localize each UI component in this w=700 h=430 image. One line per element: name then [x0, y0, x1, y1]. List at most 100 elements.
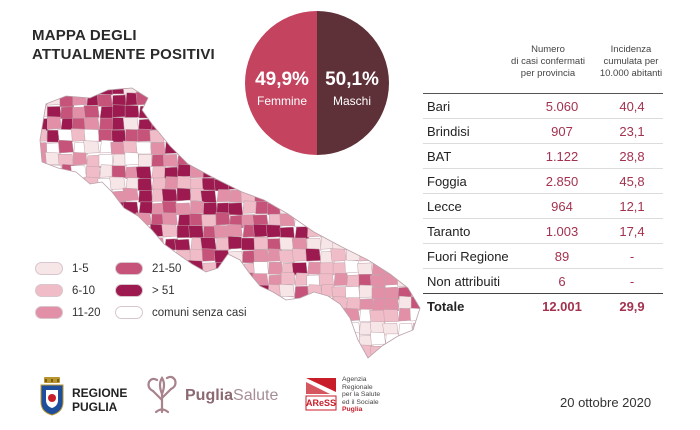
municipality-area: [189, 332, 205, 346]
municipality-area: [410, 200, 420, 214]
municipality-area: [281, 344, 296, 358]
municipality-area: [161, 200, 178, 214]
municipality-area: [163, 154, 179, 167]
municipality-area: [40, 88, 49, 95]
municipality-area: [357, 212, 373, 226]
municipality-area: [161, 223, 178, 238]
municipality-area: [112, 104, 127, 118]
municipality-area: [216, 128, 231, 142]
municipality-area: [40, 128, 48, 142]
municipality-area: [73, 320, 88, 334]
municipality-area: [293, 345, 309, 358]
municipality-area: [164, 88, 179, 94]
municipality-area: [343, 201, 360, 214]
municipality-area: [60, 177, 75, 191]
municipality-area: [84, 333, 100, 347]
table-row: Lecce 964 12,1: [423, 193, 663, 219]
municipality-area: [72, 226, 88, 240]
municipality-area: [161, 188, 178, 202]
municipality-area: [343, 214, 360, 227]
municipality-area: [294, 286, 309, 299]
municipality-area: [319, 190, 335, 204]
male-block: 50,1% Maschi: [317, 69, 387, 108]
municipality-area: [175, 115, 191, 130]
municipality-area: [57, 139, 74, 154]
municipality-area: [213, 88, 230, 96]
municipality-area: [278, 250, 295, 263]
municipality-area: [317, 154, 334, 168]
municipality-area: [384, 190, 400, 204]
municipality-area: [369, 356, 386, 358]
municipality-area: [411, 214, 420, 228]
municipality-area: [384, 236, 400, 250]
municipality-area: [333, 334, 348, 348]
municipality-area: [307, 201, 322, 215]
aress-line: ed il Sociale: [342, 398, 379, 406]
incidence-value: 40,4: [601, 93, 663, 119]
municipality-area: [398, 248, 413, 262]
municipality-area: [122, 117, 139, 131]
municipality-area: [40, 190, 48, 204]
municipality-area: [330, 214, 347, 228]
municipality-area: [320, 224, 335, 238]
municipality-area: [40, 322, 49, 336]
cases-value: 2.850: [523, 168, 601, 194]
municipality-area: [216, 189, 231, 202]
province-name: Foggia: [423, 168, 523, 194]
municipality-area: [177, 346, 192, 358]
municipality-area: [385, 214, 400, 227]
municipality-area: [110, 225, 126, 239]
municipality-area: [304, 154, 321, 168]
municipality-area: [359, 284, 374, 298]
regione-puglia-logo: REGIONE PUGLIA: [38, 376, 127, 421]
municipality-area: [395, 261, 412, 275]
municipality-area: [253, 261, 269, 275]
municipality-area: [125, 332, 140, 346]
municipality-area: [372, 164, 387, 178]
municipality-area: [396, 356, 412, 358]
total-incidence: 29,9: [601, 293, 663, 319]
municipality-area: [109, 212, 126, 226]
municipality-area: [40, 237, 49, 251]
municipality-area: [138, 154, 153, 167]
municipality-area: [242, 164, 257, 178]
municipality-area: [72, 92, 88, 106]
municipality-area: [382, 166, 399, 180]
municipality-area: [279, 213, 295, 227]
municipality-area: [163, 334, 179, 349]
municipality-area: [99, 106, 114, 119]
municipality-area: [320, 346, 335, 358]
municipality-area: [72, 214, 88, 229]
municipality-area: [46, 321, 62, 335]
municipality-area: [177, 88, 192, 95]
municipality-area: [33, 359, 48, 368]
puglia-salute-text: PugliaSalute: [185, 387, 278, 405]
municipality-area: [267, 164, 283, 178]
municipality-area: [84, 235, 100, 250]
municipality-area: [279, 359, 294, 369]
municipality-area: [267, 296, 283, 310]
municipality-area: [253, 236, 269, 250]
municipality-area: [319, 164, 335, 178]
municipality-area: [291, 237, 308, 251]
municipality-area: [72, 152, 88, 166]
municipality-area: [138, 201, 153, 215]
municipality-area: [398, 118, 413, 132]
municipality-area: [59, 332, 75, 346]
aress-logo: AReSS Agenzia Regionale per la Salute ed…: [304, 376, 380, 417]
aress-mark-icon: [305, 378, 337, 411]
municipality-area: [85, 166, 101, 179]
municipality-area: [252, 177, 269, 191]
municipality-area: [151, 356, 166, 358]
municipality-area: [202, 106, 218, 120]
municipality-area: [357, 262, 373, 276]
municipality-area: [40, 202, 49, 216]
municipality-area: [57, 129, 74, 142]
municipality-area: [371, 286, 387, 300]
municipality-area: [307, 321, 322, 335]
municipality-area: [71, 202, 87, 217]
municipality-area: [111, 165, 127, 179]
municipality-area: [240, 346, 256, 358]
municipality-area: [294, 357, 309, 358]
municipality-area: [112, 356, 127, 358]
